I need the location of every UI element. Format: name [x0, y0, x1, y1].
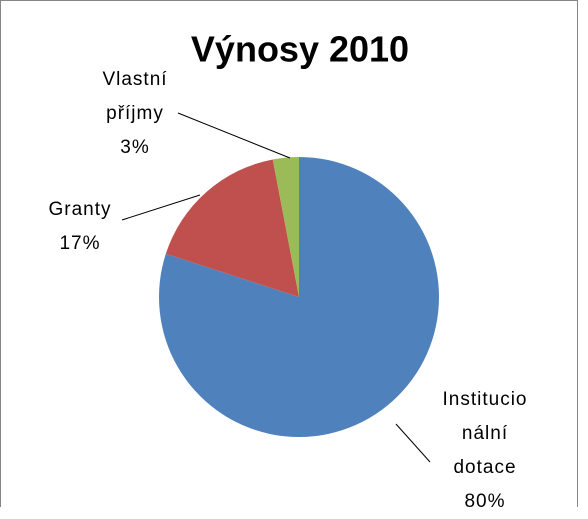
- value-label: 17%: [59, 233, 101, 254]
- leader-line: [395, 423, 431, 463]
- leader-line: [121, 194, 201, 221]
- value-label: 3%: [120, 137, 150, 158]
- value-label: 80%: [464, 491, 506, 512]
- chart-title: Výnosy 2010: [191, 29, 409, 70]
- data-label: Vlastní příjmy 3%: [90, 63, 180, 165]
- chart: Výnosy 2010: [0, 0, 578, 507]
- pie: [159, 157, 439, 437]
- pie-slice: [165, 159, 299, 297]
- pie-slice: [272, 157, 299, 297]
- category-label: Granty: [48, 199, 112, 220]
- page: Výnosy 2010 (() => { const data = JSON.p…: [0, 0, 578, 512]
- data-label: Granty 17%: [35, 193, 125, 261]
- data-label: Institucionální dotace 80%: [440, 383, 530, 519]
- leader-line: [177, 112, 291, 159]
- category-label: Institucionální dotace: [442, 389, 528, 478]
- category-label: Vlastní příjmy: [102, 69, 168, 124]
